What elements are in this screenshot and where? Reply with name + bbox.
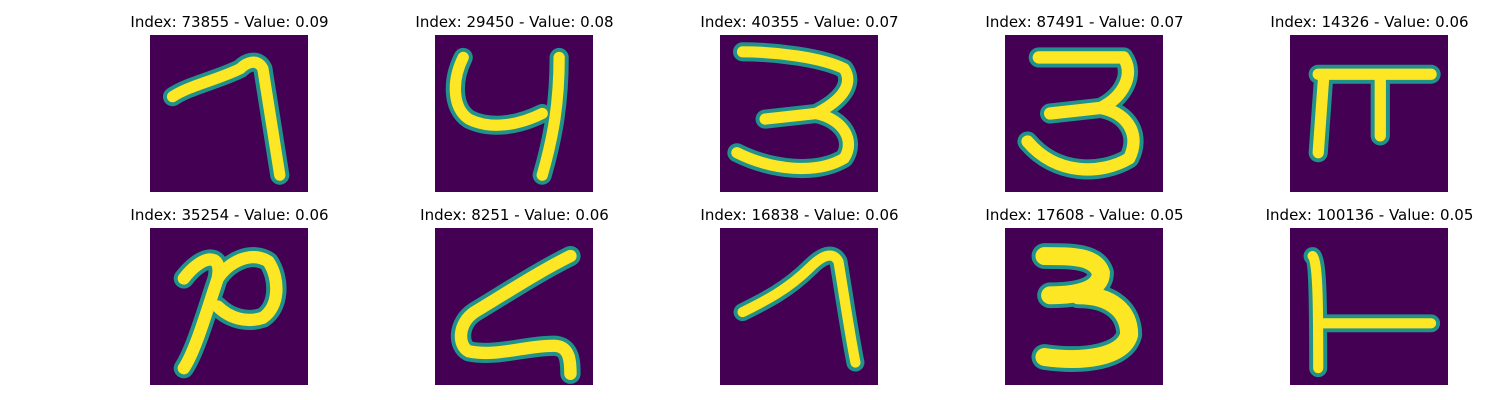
panel-title: Index: 35254 - Value: 0.06 [130,206,329,224]
digit-image [720,228,878,385]
panel-title: Index: 40355 - Value: 0.07 [700,13,899,31]
panel-title: Index: 73855 - Value: 0.09 [130,13,329,31]
digit-image [1290,228,1448,385]
panel-title: Index: 14326 - Value: 0.06 [1270,13,1469,31]
panel-5: Index: 14326 - Value: 0.06 [1227,0,1500,192]
panel-4: Index: 87491 - Value: 0.07 [942,0,1227,192]
panel-title: Index: 16838 - Value: 0.06 [700,206,899,224]
panel-2: Index: 29450 - Value: 0.08 [372,0,657,192]
panel-title: Index: 100136 - Value: 0.05 [1265,206,1474,224]
digit-image [150,228,308,385]
panel-title: Index: 29450 - Value: 0.08 [415,13,614,31]
panel-6: Index: 35254 - Value: 0.06 [87,193,372,385]
digit-image [1005,228,1163,385]
panel-3: Index: 40355 - Value: 0.07 [657,0,942,192]
panel-10: Index: 100136 - Value: 0.05 [1227,193,1500,385]
panel-7: Index: 8251 - Value: 0.06 [372,193,657,385]
panel-title: Index: 17608 - Value: 0.05 [985,206,1184,224]
digit-image [435,35,593,192]
digit-image [1005,35,1163,192]
digit-image [150,35,308,192]
panel-title: Index: 8251 - Value: 0.06 [420,206,609,224]
panel-1: Index: 73855 - Value: 0.09 [87,0,372,192]
panel-9: Index: 17608 - Value: 0.05 [942,193,1227,385]
digit-image [435,228,593,385]
digit-image [1290,35,1448,192]
panel-8: Index: 16838 - Value: 0.06 [657,193,942,385]
digit-image [720,35,878,192]
panel-title: Index: 87491 - Value: 0.07 [985,13,1184,31]
